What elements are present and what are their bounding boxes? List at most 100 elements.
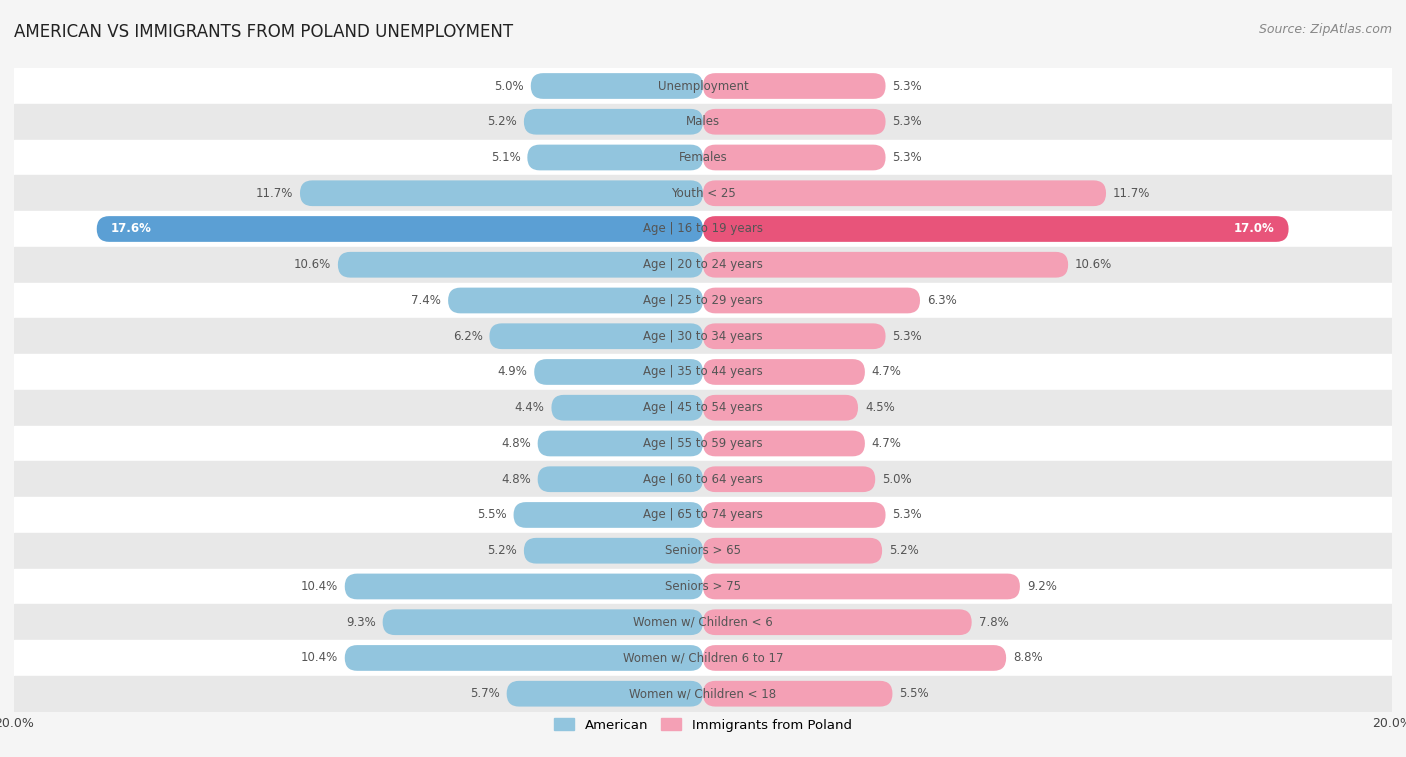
- FancyBboxPatch shape: [344, 645, 703, 671]
- Text: Unemployment: Unemployment: [658, 79, 748, 92]
- Text: 5.3%: 5.3%: [893, 151, 922, 164]
- Text: 5.3%: 5.3%: [893, 115, 922, 128]
- Bar: [14, 68, 1392, 104]
- FancyBboxPatch shape: [703, 288, 920, 313]
- Bar: [14, 604, 1392, 640]
- Text: Source: ZipAtlas.com: Source: ZipAtlas.com: [1258, 23, 1392, 36]
- Bar: [14, 390, 1392, 425]
- Bar: [14, 425, 1392, 461]
- Bar: [14, 640, 1392, 676]
- Text: 4.5%: 4.5%: [865, 401, 894, 414]
- FancyBboxPatch shape: [703, 681, 893, 706]
- FancyBboxPatch shape: [537, 466, 703, 492]
- Text: AMERICAN VS IMMIGRANTS FROM POLAND UNEMPLOYMENT: AMERICAN VS IMMIGRANTS FROM POLAND UNEMP…: [14, 23, 513, 41]
- Text: Seniors > 65: Seniors > 65: [665, 544, 741, 557]
- Text: Age | 30 to 34 years: Age | 30 to 34 years: [643, 330, 763, 343]
- FancyBboxPatch shape: [506, 681, 703, 706]
- Text: Age | 16 to 19 years: Age | 16 to 19 years: [643, 223, 763, 235]
- Bar: [14, 497, 1392, 533]
- Bar: [14, 319, 1392, 354]
- Text: Age | 65 to 74 years: Age | 65 to 74 years: [643, 509, 763, 522]
- Text: 5.2%: 5.2%: [488, 115, 517, 128]
- Text: 5.2%: 5.2%: [488, 544, 517, 557]
- Bar: [14, 569, 1392, 604]
- FancyBboxPatch shape: [703, 609, 972, 635]
- Text: 8.8%: 8.8%: [1012, 652, 1043, 665]
- Text: 9.2%: 9.2%: [1026, 580, 1057, 593]
- FancyBboxPatch shape: [703, 323, 886, 349]
- Text: 17.6%: 17.6%: [111, 223, 152, 235]
- Text: 11.7%: 11.7%: [256, 187, 292, 200]
- Text: Males: Males: [686, 115, 720, 128]
- Text: 5.3%: 5.3%: [893, 509, 922, 522]
- FancyBboxPatch shape: [703, 180, 1107, 206]
- Text: 5.3%: 5.3%: [893, 330, 922, 343]
- Text: 4.7%: 4.7%: [872, 366, 901, 378]
- Bar: [14, 354, 1392, 390]
- FancyBboxPatch shape: [703, 645, 1007, 671]
- Text: 4.4%: 4.4%: [515, 401, 544, 414]
- FancyBboxPatch shape: [703, 252, 1069, 278]
- Text: 6.2%: 6.2%: [453, 330, 482, 343]
- Text: 5.5%: 5.5%: [900, 687, 929, 700]
- Bar: [14, 461, 1392, 497]
- Text: 7.8%: 7.8%: [979, 615, 1008, 629]
- FancyBboxPatch shape: [527, 145, 703, 170]
- FancyBboxPatch shape: [537, 431, 703, 456]
- Text: Women w/ Children < 6: Women w/ Children < 6: [633, 615, 773, 629]
- FancyBboxPatch shape: [703, 395, 858, 421]
- FancyBboxPatch shape: [299, 180, 703, 206]
- Text: 10.6%: 10.6%: [1076, 258, 1112, 271]
- FancyBboxPatch shape: [703, 502, 886, 528]
- Text: 5.7%: 5.7%: [470, 687, 499, 700]
- Text: 4.8%: 4.8%: [501, 472, 531, 486]
- Text: 4.9%: 4.9%: [498, 366, 527, 378]
- Text: Age | 60 to 64 years: Age | 60 to 64 years: [643, 472, 763, 486]
- Text: Females: Females: [679, 151, 727, 164]
- FancyBboxPatch shape: [703, 431, 865, 456]
- FancyBboxPatch shape: [703, 145, 886, 170]
- Text: 10.4%: 10.4%: [301, 652, 337, 665]
- Bar: [14, 282, 1392, 319]
- Text: 11.7%: 11.7%: [1114, 187, 1150, 200]
- Text: 17.0%: 17.0%: [1234, 223, 1275, 235]
- Bar: [14, 211, 1392, 247]
- FancyBboxPatch shape: [703, 217, 1289, 242]
- FancyBboxPatch shape: [551, 395, 703, 421]
- FancyBboxPatch shape: [513, 502, 703, 528]
- FancyBboxPatch shape: [531, 73, 703, 99]
- Text: Age | 25 to 29 years: Age | 25 to 29 years: [643, 294, 763, 307]
- FancyBboxPatch shape: [337, 252, 703, 278]
- Bar: [14, 139, 1392, 176]
- FancyBboxPatch shape: [489, 323, 703, 349]
- Text: 7.4%: 7.4%: [412, 294, 441, 307]
- FancyBboxPatch shape: [703, 359, 865, 385]
- Text: 5.5%: 5.5%: [477, 509, 506, 522]
- FancyBboxPatch shape: [703, 109, 886, 135]
- FancyBboxPatch shape: [382, 609, 703, 635]
- FancyBboxPatch shape: [703, 574, 1019, 600]
- Text: 5.0%: 5.0%: [495, 79, 524, 92]
- Text: Seniors > 75: Seniors > 75: [665, 580, 741, 593]
- FancyBboxPatch shape: [524, 537, 703, 563]
- FancyBboxPatch shape: [524, 109, 703, 135]
- Bar: [14, 247, 1392, 282]
- Text: Age | 35 to 44 years: Age | 35 to 44 years: [643, 366, 763, 378]
- Text: Youth < 25: Youth < 25: [671, 187, 735, 200]
- Text: 5.1%: 5.1%: [491, 151, 520, 164]
- Text: Women w/ Children 6 to 17: Women w/ Children 6 to 17: [623, 652, 783, 665]
- Bar: [14, 104, 1392, 139]
- Bar: [14, 676, 1392, 712]
- Text: 10.4%: 10.4%: [301, 580, 337, 593]
- Text: 4.7%: 4.7%: [872, 437, 901, 450]
- Text: 5.0%: 5.0%: [882, 472, 911, 486]
- Legend: American, Immigrants from Poland: American, Immigrants from Poland: [548, 713, 858, 737]
- FancyBboxPatch shape: [97, 217, 703, 242]
- FancyBboxPatch shape: [703, 466, 875, 492]
- Text: 4.8%: 4.8%: [501, 437, 531, 450]
- Text: 6.3%: 6.3%: [927, 294, 956, 307]
- FancyBboxPatch shape: [703, 73, 886, 99]
- FancyBboxPatch shape: [344, 574, 703, 600]
- Text: 5.2%: 5.2%: [889, 544, 918, 557]
- Text: 10.6%: 10.6%: [294, 258, 330, 271]
